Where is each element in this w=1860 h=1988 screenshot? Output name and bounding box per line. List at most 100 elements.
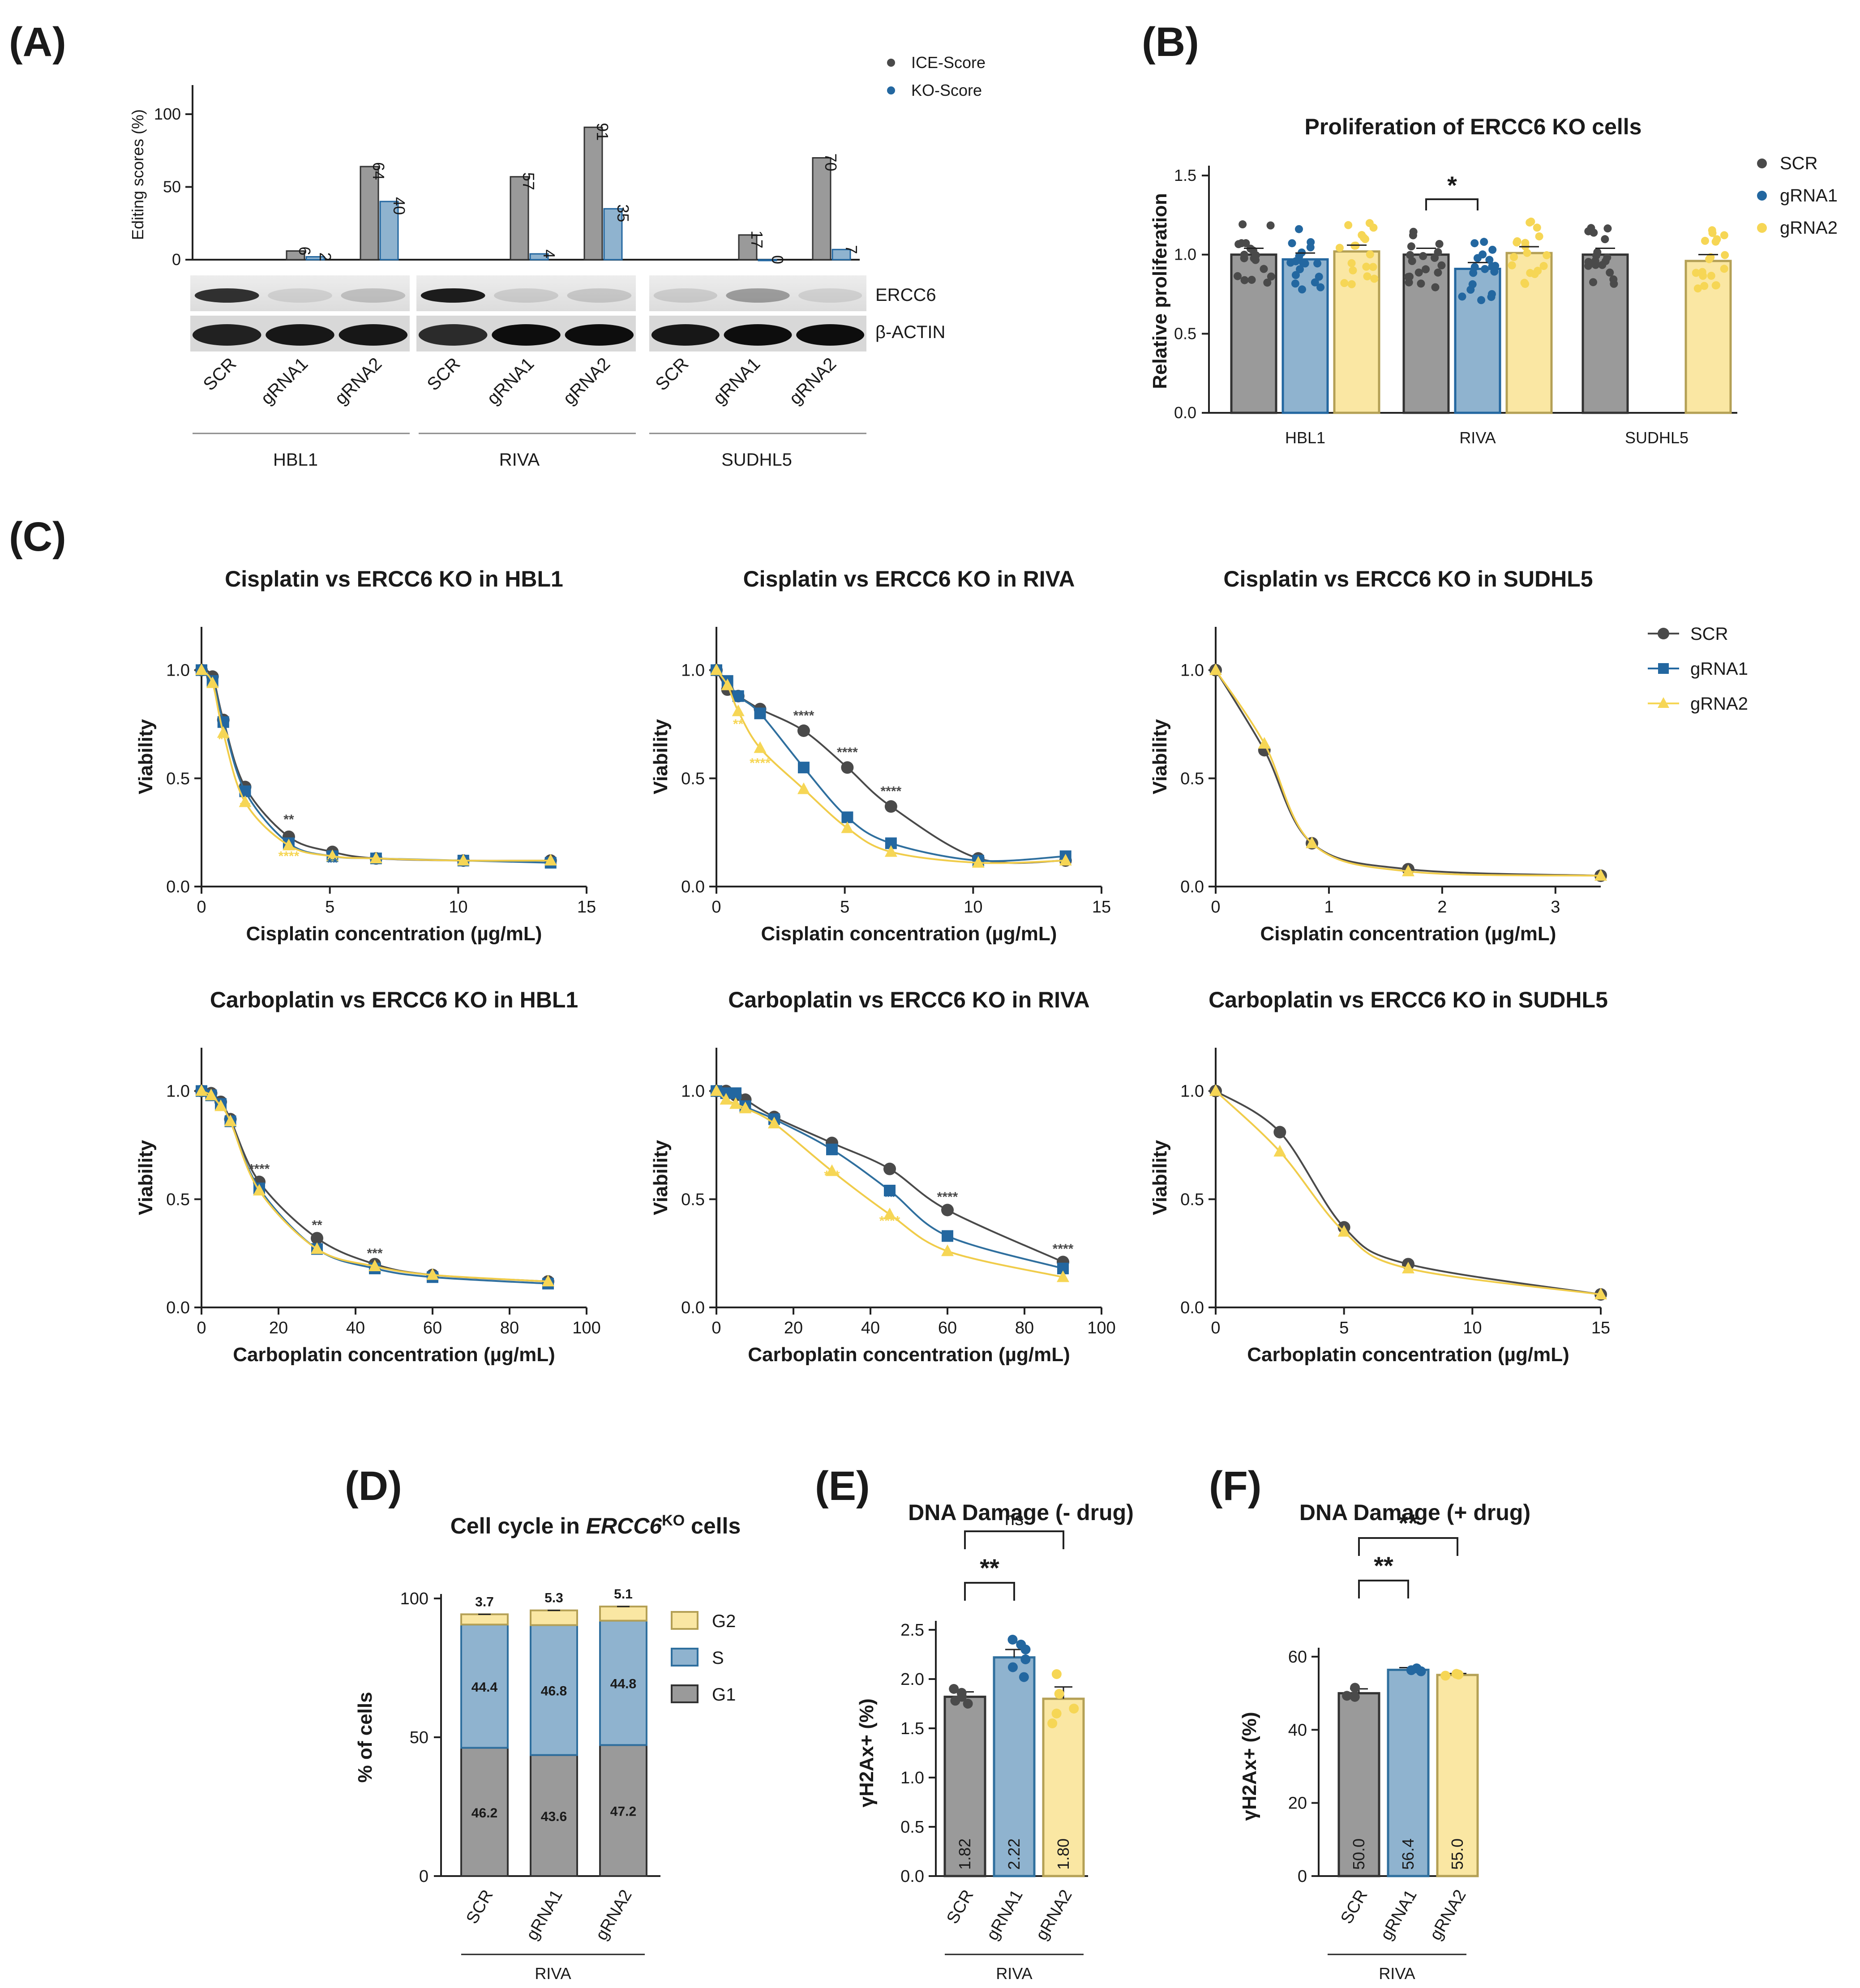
y-axis-title: Viability bbox=[1149, 719, 1171, 794]
data-point-scr bbox=[1273, 1126, 1286, 1139]
x-tick-label: 15 bbox=[1092, 898, 1111, 917]
x-axis-title: Carboplatin concentration (µg/mL) bbox=[1247, 1344, 1569, 1366]
bar-label-ice: 64 bbox=[369, 162, 388, 180]
x-tick-label: gRNA1 bbox=[1377, 1887, 1421, 1944]
significance-stars: ** bbox=[733, 717, 744, 732]
lane-label: gRNA2 bbox=[559, 354, 614, 408]
data-point bbox=[1601, 235, 1609, 244]
x-tick-label: 0 bbox=[711, 1319, 721, 1337]
data-point-grna2 bbox=[206, 676, 219, 688]
blot-band-actin bbox=[339, 324, 408, 346]
segment-value: 46.8 bbox=[541, 1684, 567, 1699]
bar-label-ko: 35 bbox=[614, 204, 632, 222]
blot-band-actin bbox=[492, 324, 561, 346]
x-tick-label: 20 bbox=[269, 1319, 288, 1337]
data-point-grna2 bbox=[754, 741, 767, 753]
lane-label: gRNA2 bbox=[785, 354, 840, 408]
data-point bbox=[1051, 1669, 1062, 1679]
group-label: HBL1 bbox=[273, 450, 318, 470]
y-axis-title: γH2Ax+ (%) bbox=[856, 1698, 878, 1807]
data-point bbox=[1480, 238, 1488, 246]
data-point bbox=[1591, 261, 1600, 269]
data-point-grna1 bbox=[754, 707, 766, 720]
bar-ice-score bbox=[286, 250, 305, 261]
x-tick-label: 0 bbox=[197, 898, 206, 917]
data-point-grna2 bbox=[1594, 1288, 1607, 1299]
blot-label-actin: β-ACTIN bbox=[875, 322, 945, 342]
data-point bbox=[1417, 279, 1425, 288]
y-tick-label: 60 bbox=[1288, 1648, 1307, 1667]
data-point bbox=[1431, 253, 1439, 262]
y-tick-label: 40 bbox=[1288, 1721, 1307, 1740]
chart-title: Cisplatin vs ERCC6 KO in RIVA bbox=[743, 566, 1075, 591]
data-point bbox=[1363, 272, 1371, 281]
y-tick-label: 0 bbox=[419, 1867, 429, 1886]
data-point bbox=[950, 1696, 960, 1706]
segment-value: 3.7 bbox=[475, 1594, 494, 1609]
x-tick-label: 5 bbox=[840, 898, 849, 917]
x-tick-label: 20 bbox=[784, 1319, 803, 1337]
significance-label: ** bbox=[1398, 1509, 1418, 1537]
x-tick-label: 80 bbox=[500, 1319, 519, 1337]
x-tick-label: 40 bbox=[861, 1319, 880, 1337]
data-point-grna2 bbox=[1337, 1225, 1350, 1237]
data-point-scr bbox=[884, 800, 897, 813]
x-axis-title: Cisplatin concentration (µg/mL) bbox=[761, 923, 1057, 945]
group-label: RIVA bbox=[1379, 1964, 1415, 1983]
bar-scr bbox=[1581, 253, 1629, 414]
data-point-scr bbox=[797, 724, 810, 737]
x-axis-title: Cisplatin concentration (µg/mL) bbox=[1260, 923, 1556, 945]
x-tick-label: 10 bbox=[449, 898, 467, 917]
x-tick-label: SCR bbox=[1337, 1887, 1371, 1927]
x-tick-label: 1 bbox=[1324, 898, 1333, 917]
data-point bbox=[1251, 256, 1260, 264]
bar-ice-score bbox=[812, 157, 831, 261]
data-point bbox=[1335, 244, 1344, 252]
chart-title: Carboplatin vs ERCC6 KO in RIVA bbox=[728, 987, 1090, 1012]
significance-bracket bbox=[1358, 1580, 1409, 1598]
data-point bbox=[1007, 1635, 1018, 1645]
data-point-grna1 bbox=[797, 762, 810, 774]
legend-label: gRNA1 bbox=[1780, 186, 1838, 206]
y-tick-label: 50 bbox=[163, 178, 181, 196]
y-tick-label: 0 bbox=[1298, 1867, 1307, 1886]
fit-curve-grna2 bbox=[201, 669, 551, 862]
data-point bbox=[1340, 279, 1349, 287]
blot-band-ercc6 bbox=[341, 288, 406, 303]
data-point bbox=[1473, 254, 1482, 262]
x-tick-label: 0 bbox=[1211, 1319, 1220, 1337]
bar-label-ko: 4 bbox=[540, 249, 558, 258]
lane-label: gRNA1 bbox=[709, 354, 764, 408]
data-point bbox=[1534, 266, 1542, 275]
legend-marker bbox=[1658, 697, 1669, 708]
data-point-grna2 bbox=[729, 1097, 742, 1109]
y-tick-label: 0.5 bbox=[1174, 324, 1196, 343]
legend-marker bbox=[1757, 223, 1767, 233]
stack-segment-g2 bbox=[530, 1609, 578, 1626]
panel-label-d: (D) bbox=[345, 1463, 402, 1509]
blot-band-actin bbox=[651, 324, 720, 346]
data-point bbox=[1347, 259, 1356, 267]
significance-stars: ** bbox=[240, 799, 251, 814]
panel-label-a: (A) bbox=[9, 19, 66, 65]
y-tick-label: 0.5 bbox=[166, 1190, 190, 1209]
significance-label: * bbox=[1447, 171, 1457, 199]
data-point-grna2 bbox=[195, 1084, 208, 1096]
legend-label: S bbox=[712, 1648, 724, 1668]
subplot-c2: Cisplatin vs ERCC6 KO in RIVA 0.0 0.5 1.0 0 5… bbox=[650, 566, 1111, 945]
data-point-grna2 bbox=[1273, 1145, 1286, 1157]
blot-band-actin bbox=[796, 324, 865, 346]
bar-grna2 bbox=[1684, 260, 1732, 414]
data-point bbox=[1705, 255, 1714, 263]
data-point bbox=[1711, 281, 1720, 290]
bar-value-label: 56.4 bbox=[1399, 1838, 1417, 1870]
lane-label: gRNA1 bbox=[483, 354, 538, 408]
significance-label: ns bbox=[1005, 1509, 1024, 1529]
y-tick-label: 100 bbox=[154, 105, 181, 123]
subplot-c1: Cisplatin vs ERCC6 KO in HBL1 0.0 0.5 1.0 0 5… bbox=[135, 566, 596, 945]
fit-curve-scr bbox=[1215, 669, 1601, 877]
data-point-grna2 bbox=[841, 821, 854, 833]
data-point bbox=[1369, 263, 1377, 271]
y-tick-label: 0.0 bbox=[166, 878, 190, 896]
data-point-grna2 bbox=[797, 782, 810, 794]
